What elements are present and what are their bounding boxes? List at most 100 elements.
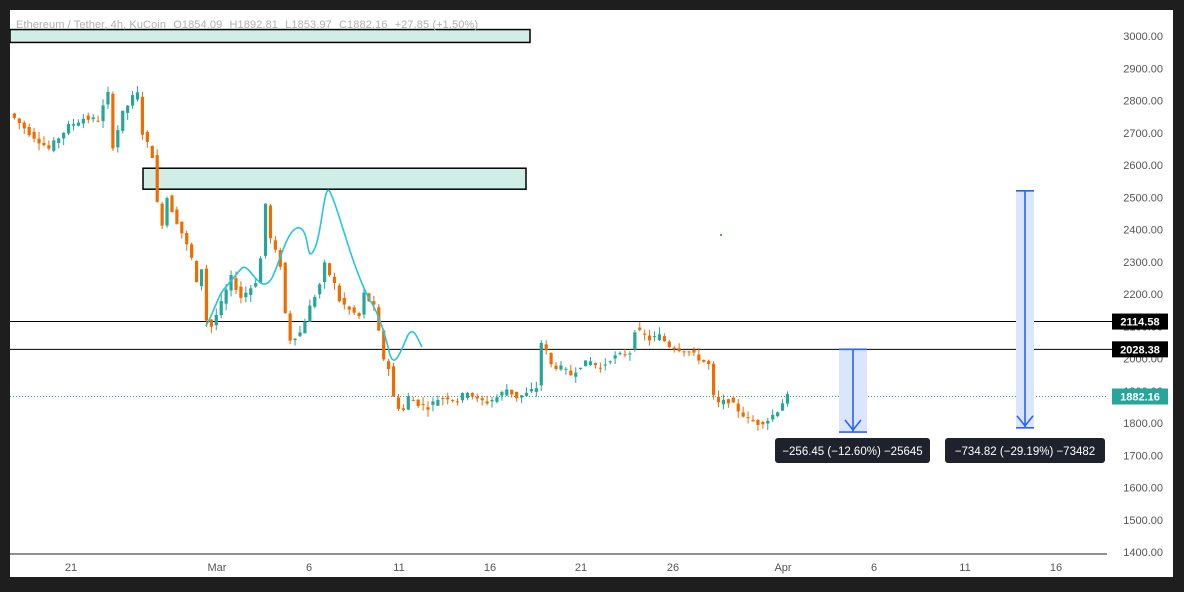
candle-body — [515, 391, 519, 399]
candle-body — [86, 115, 90, 120]
candle-body — [170, 195, 174, 213]
measure-label-box — [945, 438, 1105, 463]
candle-body — [549, 352, 553, 365]
candle-body — [712, 363, 716, 396]
last-price-tag — [1112, 388, 1168, 405]
candle-body — [239, 286, 243, 298]
candle-body — [652, 336, 657, 338]
candle-body — [22, 122, 26, 129]
candle-body — [219, 300, 223, 316]
candle-body — [254, 283, 258, 287]
supply-zone-box[interactable] — [10, 28, 531, 44]
candle-body — [323, 262, 327, 283]
y-tick-label: 2700.00 — [1123, 128, 1163, 140]
candle-body — [638, 327, 642, 330]
level-price-label: 2114.58 — [1120, 317, 1159, 329]
candle-body — [746, 417, 750, 419]
candle-body — [185, 233, 189, 245]
x-tick-label: 21 — [65, 562, 77, 574]
candle-body — [175, 209, 179, 224]
level-price-tag — [1112, 313, 1168, 330]
chart-frame[interactable]: Ethereum / Tether, 4h, KuCoin O1854.09 H… — [10, 10, 1173, 577]
low-value: L1853.97 — [285, 19, 332, 31]
y-tick-label: 3000.00 — [1123, 31, 1163, 43]
candle-body — [470, 392, 474, 397]
candle-body — [785, 393, 790, 404]
candle-body — [199, 269, 204, 287]
candle-body — [313, 296, 317, 307]
candle-body — [603, 364, 607, 366]
x-tick-label: 21 — [575, 562, 587, 574]
candle-body — [761, 422, 765, 425]
supply-zone-box[interactable] — [142, 167, 527, 190]
candle-body — [37, 138, 41, 144]
candle-body — [96, 120, 100, 122]
arrow-down-icon — [844, 419, 862, 432]
candle-body — [372, 301, 376, 305]
candle-body — [687, 351, 691, 353]
candle-body — [263, 203, 268, 256]
last-price-label: 1882.16 — [1120, 392, 1160, 404]
x-tick-label: 6 — [306, 562, 312, 574]
candle-body — [283, 262, 287, 313]
candle-body — [559, 365, 563, 370]
candle-body — [441, 398, 445, 400]
candle-body — [588, 361, 593, 365]
candle-body — [347, 306, 351, 310]
candle-body — [47, 145, 51, 149]
measure-label-box — [775, 438, 930, 463]
candle-body — [431, 401, 435, 405]
candle-body — [91, 117, 95, 120]
candle-body — [485, 401, 489, 404]
candles-group — [12, 85, 790, 431]
change-value: +27.85 (+1.50%) — [394, 19, 479, 31]
candle-body — [446, 397, 450, 400]
open-value: O1854.09 — [173, 19, 223, 31]
candle-body — [593, 363, 598, 366]
candle-body — [308, 305, 312, 322]
candle-body — [682, 351, 686, 353]
candle-body — [273, 240, 277, 250]
candle-body — [771, 414, 775, 420]
candle-body — [194, 260, 199, 283]
candle-body — [224, 289, 228, 304]
candle-body — [736, 403, 740, 412]
candle-body — [62, 132, 66, 139]
candle-body — [524, 392, 529, 397]
candle-body — [544, 344, 548, 351]
candle-body — [623, 354, 627, 356]
candle-body — [382, 330, 386, 360]
x-tick-label: 16 — [484, 562, 496, 574]
price-chart[interactable]: 3000.00 2900.00 2800.00 2700.00 2600.00 2500.… — [10, 10, 1173, 577]
candle-body — [57, 138, 61, 143]
y-tick-label: 2900.00 — [1123, 63, 1163, 75]
candle-body — [293, 338, 297, 341]
candle-body — [121, 110, 125, 131]
candle-body — [583, 360, 588, 367]
candle-body — [406, 396, 410, 410]
candle-body — [150, 145, 154, 159]
candle-body — [490, 400, 494, 402]
candle-body — [396, 397, 401, 409]
candle-body — [574, 372, 578, 377]
candle-body — [81, 118, 85, 124]
y-tick-label: 2400.00 — [1123, 225, 1163, 237]
candle-body — [111, 93, 115, 149]
candle-body — [766, 420, 770, 424]
projection-path[interactable] — [205, 189, 423, 361]
candle-body — [135, 92, 140, 100]
candle-body — [475, 396, 479, 399]
candle-body — [751, 419, 755, 422]
candle-body — [554, 365, 558, 369]
high-value: H1892.81 — [229, 19, 279, 31]
candle-body — [17, 118, 21, 124]
candle-body — [32, 131, 36, 139]
candle-body — [643, 333, 647, 335]
candle-body — [327, 263, 332, 276]
candle-body — [505, 389, 509, 396]
y-tick-label: 1800.00 — [1123, 418, 1163, 430]
level-price-tag — [1112, 341, 1168, 358]
candle-body — [190, 244, 194, 258]
level-price-label: 2028.38 — [1120, 344, 1160, 356]
candle-body — [421, 404, 425, 406]
